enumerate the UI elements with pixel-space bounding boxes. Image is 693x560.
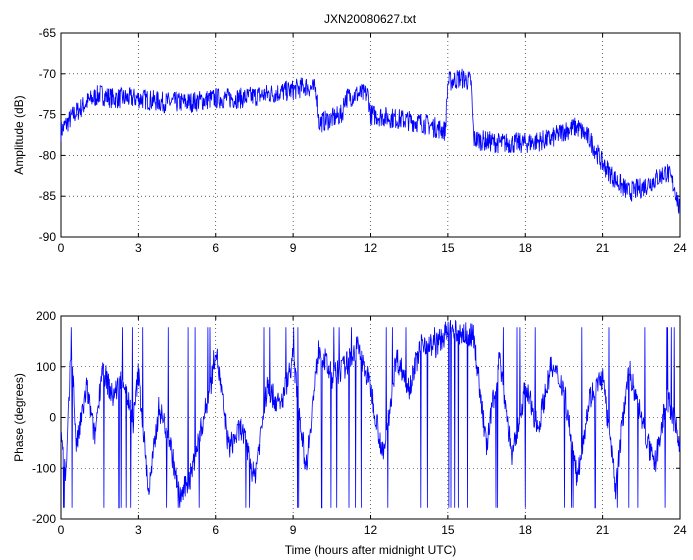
amplitude-plot: 0 3 6 9 12 15 18 21 24 -90 -85 -80 -75 -70 -65 Amplitud… bbox=[12, 26, 687, 255]
phase-y-tick-label: 0 bbox=[49, 411, 56, 425]
amplitude-series-line bbox=[60, 68, 681, 214]
phase-x-tick-label: 21 bbox=[596, 523, 610, 537]
phase-x-tick-label: 6 bbox=[212, 523, 219, 537]
amplitude-x-tick-label: 12 bbox=[364, 241, 378, 255]
amplitude-x-tick-label: 6 bbox=[212, 241, 219, 255]
phase-x-tick-label: 12 bbox=[364, 523, 378, 537]
amplitude-y-tick-label: -65 bbox=[39, 26, 57, 40]
phase-y-tick-label: 200 bbox=[36, 309, 56, 323]
amplitude-y-tick-label: -80 bbox=[39, 148, 57, 162]
phase-y-tick-label: -100 bbox=[32, 461, 56, 475]
phase-x-tick-label: 15 bbox=[441, 523, 455, 537]
phase-x-tick-label: 3 bbox=[135, 523, 142, 537]
phase-y-tick-label: -200 bbox=[32, 512, 56, 526]
amplitude-y-tick-label: -75 bbox=[39, 108, 57, 122]
phase-x-axis-label: Time (hours after midnight UTC) bbox=[285, 543, 457, 557]
phase-series-line bbox=[60, 320, 681, 509]
amplitude-x-tick-label: 3 bbox=[135, 241, 142, 255]
amplitude-x-tick-label: 0 bbox=[58, 241, 65, 255]
amplitude-x-tick-label: 24 bbox=[673, 241, 687, 255]
amplitude-x-tick-label: 9 bbox=[290, 241, 297, 255]
phase-y-axis-label: Phase (degrees) bbox=[12, 373, 26, 462]
amplitude-x-tick-label: 18 bbox=[519, 241, 533, 255]
amplitude-axes-box bbox=[60, 32, 681, 238]
phase-x-tick-label: 18 bbox=[519, 523, 533, 537]
amplitude-y-axis-label: Amplitude (dB) bbox=[12, 95, 26, 174]
phase-y-tick-label: 100 bbox=[36, 360, 56, 374]
phase-plot: 0 3 6 9 12 15 18 21 24 -200 -100 0 100 200 Phase (degr… bbox=[12, 309, 687, 557]
amplitude-y-tick-label: -90 bbox=[39, 230, 57, 244]
phase-x-tick-label: 0 bbox=[58, 523, 65, 537]
chart-title: JXN20080627.txt bbox=[324, 12, 417, 26]
amplitude-y-tick-label: -85 bbox=[39, 189, 57, 203]
phase-x-tick-label: 24 bbox=[673, 523, 687, 537]
amplitude-y-tick-label: -70 bbox=[39, 67, 57, 81]
amplitude-x-tick-label: 21 bbox=[596, 241, 610, 255]
phase-x-tick-label: 9 bbox=[290, 523, 297, 537]
amplitude-x-tick-label: 15 bbox=[441, 241, 455, 255]
